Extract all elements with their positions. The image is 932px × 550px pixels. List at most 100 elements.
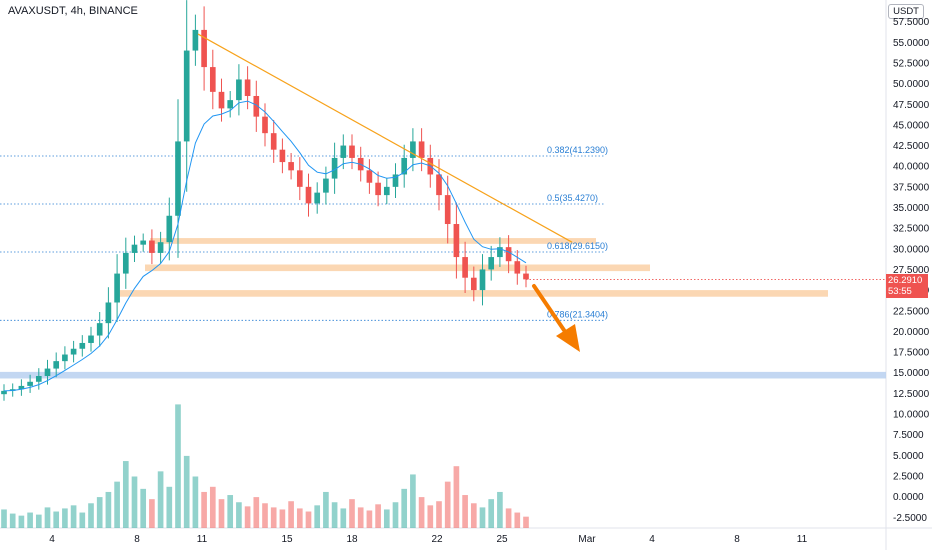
x-tick-label: 11 — [197, 534, 208, 545]
candle-body — [392, 174, 399, 187]
candle-body — [18, 385, 25, 390]
y-tick-label: 57.5000 — [893, 17, 930, 28]
volume-bar — [122, 461, 129, 528]
volume-bar — [18, 515, 25, 528]
x-tick-label: 4 — [49, 534, 55, 545]
volume-bar — [323, 491, 329, 528]
descending-trendline — [197, 33, 573, 243]
candle-body — [140, 240, 147, 245]
candle-body — [88, 335, 94, 343]
volume-bar — [53, 511, 60, 528]
last-price-tag: 26.2910 53:55 — [886, 274, 928, 298]
candle-body — [227, 100, 234, 109]
candle-body — [401, 157, 408, 175]
volume-bar — [488, 499, 495, 528]
candle-body — [122, 252, 129, 274]
volume-bar — [209, 486, 216, 528]
candle-body — [340, 145, 347, 158]
volume-bar — [96, 497, 103, 528]
candle-body — [192, 29, 199, 51]
y-tick-label: 35.0000 — [893, 203, 930, 214]
candle-body — [383, 186, 390, 196]
volume-bar — [470, 503, 477, 528]
candle-body — [462, 257, 468, 278]
candle-body — [218, 91, 225, 109]
candle-body — [453, 224, 460, 258]
volume-bar — [192, 476, 199, 528]
volume-bar — [270, 507, 277, 528]
candle-body — [157, 242, 164, 253]
resistance-zone-band — [116, 290, 828, 297]
volume-bar — [462, 495, 468, 528]
candle-countdown: 53:55 — [888, 286, 912, 297]
volume-bar — [62, 508, 68, 528]
volume-bar — [131, 476, 138, 528]
x-tick-label: 18 — [346, 534, 358, 545]
y-tick-label: 37.5000 — [893, 182, 930, 193]
candle-body — [314, 192, 321, 204]
y-tick-label: 27.5000 — [893, 265, 930, 276]
volume-bar — [505, 508, 512, 528]
y-tick-label: 2.5000 — [893, 471, 924, 482]
candle-body — [375, 182, 381, 196]
y-tick-label: 42.5000 — [893, 141, 930, 152]
candle-body — [209, 67, 216, 92]
volume-bar — [114, 481, 120, 528]
last-price-value: 26.2910 — [888, 275, 923, 286]
volume-bar — [201, 491, 207, 528]
candle-body — [418, 141, 425, 158]
projection-arrow-shaft — [532, 284, 570, 338]
x-tick-label: 25 — [496, 534, 508, 545]
candle-body — [201, 29, 207, 68]
volume-bar — [418, 497, 425, 528]
fib-level-label: 0.786(21.3404) — [547, 309, 608, 319]
candle-body — [262, 116, 268, 134]
volume-bar — [427, 505, 434, 528]
candle-body — [131, 244, 138, 253]
candle-body — [270, 133, 277, 150]
candle-body — [444, 195, 451, 225]
candle-body — [114, 273, 120, 303]
projection-arrow-head — [556, 324, 580, 352]
candle-body — [96, 323, 103, 336]
volume-bar — [497, 491, 503, 528]
volume-bar — [340, 508, 347, 528]
y-tick-label: 45.0000 — [893, 120, 930, 131]
candle-body — [505, 247, 512, 262]
volume-bar — [453, 466, 460, 528]
candle-body — [514, 261, 521, 274]
volume-bar — [349, 499, 355, 528]
candle-body — [349, 145, 355, 158]
volume-bar — [523, 516, 529, 528]
volume-bar — [288, 501, 294, 528]
candle-body — [479, 269, 486, 291]
volume-bar — [392, 502, 399, 528]
candle-body — [27, 381, 33, 386]
candle-body — [175, 141, 181, 216]
candle-body — [53, 361, 60, 369]
y-tick-label: 7.5000 — [893, 430, 924, 441]
fib-level-label: 0.382(41.2390) — [547, 145, 608, 155]
volume-bar — [157, 471, 164, 528]
volume-bar — [244, 506, 251, 528]
volume-bar — [105, 491, 112, 528]
candle-body — [410, 141, 416, 158]
moving-average-line — [3, 100, 527, 392]
y-tick-label: 52.5000 — [893, 58, 930, 69]
volume-bar — [166, 486, 173, 528]
volume-bar — [140, 488, 147, 528]
volume-bar — [27, 512, 33, 528]
volume-bar — [1, 509, 7, 528]
y-tick-label: 32.5000 — [893, 224, 930, 235]
volume-bar — [296, 508, 303, 528]
volume-bar — [9, 513, 16, 528]
candle-body — [62, 354, 68, 362]
x-tick-label: 8 — [134, 534, 140, 545]
currency-unit-button[interactable]: USDT — [888, 4, 924, 19]
volume-bar — [183, 455, 190, 528]
volume-bar — [410, 474, 416, 528]
volume-bar — [366, 510, 373, 528]
candle-body — [305, 186, 312, 204]
volume-bar — [314, 505, 321, 528]
